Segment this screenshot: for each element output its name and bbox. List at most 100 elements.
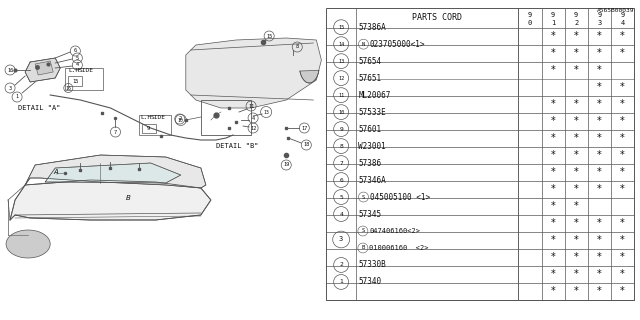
Text: *: * <box>620 48 625 59</box>
Text: 57533E: 57533E <box>358 108 387 116</box>
Text: 57345: 57345 <box>358 210 381 219</box>
Text: 13: 13 <box>338 59 344 64</box>
Text: *: * <box>597 83 602 92</box>
Text: 14: 14 <box>338 42 344 47</box>
Text: *: * <box>620 218 625 228</box>
Text: L.H: L.H <box>141 115 152 120</box>
Text: 1: 1 <box>551 20 555 27</box>
Text: 2: 2 <box>178 116 181 122</box>
Polygon shape <box>25 155 206 188</box>
Text: *: * <box>574 252 579 262</box>
Text: 2: 2 <box>339 262 343 268</box>
Text: 4: 4 <box>620 20 625 27</box>
Text: *: * <box>597 235 602 245</box>
Text: *: * <box>550 48 556 59</box>
Text: B: B <box>361 245 365 251</box>
Polygon shape <box>6 230 50 258</box>
Text: *: * <box>574 31 579 42</box>
Text: 57386A: 57386A <box>358 23 387 32</box>
Text: 9: 9 <box>574 12 579 18</box>
Text: 12: 12 <box>338 76 344 81</box>
Text: 3: 3 <box>8 85 12 91</box>
Text: 9: 9 <box>597 12 602 18</box>
Text: *: * <box>620 252 625 262</box>
Polygon shape <box>35 61 53 75</box>
Text: *: * <box>597 286 602 296</box>
Text: 57651: 57651 <box>358 74 381 83</box>
Text: *: * <box>574 116 579 126</box>
Text: *: * <box>550 133 556 143</box>
Text: 15: 15 <box>266 34 272 38</box>
Text: 9: 9 <box>528 12 532 18</box>
Text: 3: 3 <box>339 236 343 243</box>
Text: *: * <box>620 235 625 245</box>
Text: *: * <box>597 31 602 42</box>
Text: *: * <box>574 167 579 177</box>
Text: 9: 9 <box>339 127 343 132</box>
Text: N: N <box>362 42 365 47</box>
Text: *: * <box>550 65 556 76</box>
Text: *: * <box>597 116 602 126</box>
Text: *: * <box>550 201 556 211</box>
Text: SIDE: SIDE <box>78 68 93 73</box>
Text: *: * <box>574 201 579 211</box>
Text: *: * <box>620 269 625 279</box>
Text: *: * <box>574 286 579 296</box>
Text: *: * <box>574 133 579 143</box>
Text: *: * <box>574 184 579 194</box>
Text: *: * <box>597 184 602 194</box>
Text: *: * <box>620 83 625 92</box>
Polygon shape <box>45 163 180 183</box>
Text: *: * <box>597 150 602 160</box>
Text: 4: 4 <box>76 62 79 68</box>
Text: 8: 8 <box>339 144 343 148</box>
Text: *: * <box>550 269 556 279</box>
Polygon shape <box>25 58 60 82</box>
Text: *: * <box>574 218 579 228</box>
Text: 57340: 57340 <box>358 277 381 286</box>
Text: 13: 13 <box>263 109 269 115</box>
Text: W23001: W23001 <box>358 141 387 151</box>
Text: 9: 9 <box>620 12 625 18</box>
Text: 8: 8 <box>296 44 299 50</box>
Text: SIDE: SIDE <box>150 115 166 120</box>
Polygon shape <box>10 180 211 220</box>
Text: 15: 15 <box>72 79 79 84</box>
Text: *: * <box>620 167 625 177</box>
Text: *: * <box>550 116 556 126</box>
Polygon shape <box>300 70 319 83</box>
Text: 7: 7 <box>114 130 117 134</box>
Text: *: * <box>620 184 625 194</box>
Text: 2: 2 <box>574 20 579 27</box>
Text: 4: 4 <box>339 212 343 217</box>
Text: *: * <box>597 252 602 262</box>
Text: 023705000<1>: 023705000<1> <box>370 40 425 49</box>
Text: 5: 5 <box>76 55 79 60</box>
Text: 1: 1 <box>339 279 343 284</box>
Text: *: * <box>620 150 625 160</box>
Text: S: S <box>361 228 365 234</box>
Text: 12: 12 <box>250 125 256 131</box>
Text: 19: 19 <box>283 163 289 167</box>
Text: 16: 16 <box>7 68 13 73</box>
Text: *: * <box>574 150 579 160</box>
Text: *: * <box>550 286 556 296</box>
Text: *: * <box>597 167 602 177</box>
Text: ML20067: ML20067 <box>358 91 391 100</box>
Text: L.H: L.H <box>68 68 79 73</box>
Text: *: * <box>550 235 556 245</box>
Text: 9: 9 <box>551 12 555 18</box>
Text: 17: 17 <box>301 125 307 131</box>
Text: *: * <box>597 100 602 109</box>
Text: *: * <box>620 286 625 296</box>
Text: A565B00039: A565B00039 <box>596 8 634 12</box>
Text: *: * <box>550 184 556 194</box>
Text: 5: 5 <box>339 195 343 200</box>
Text: PARTS CORD: PARTS CORD <box>412 13 462 22</box>
Text: 010006160  <2>: 010006160 <2> <box>369 245 429 251</box>
Text: *: * <box>550 218 556 228</box>
Text: *: * <box>597 48 602 59</box>
Text: 11: 11 <box>338 92 344 98</box>
Text: 16: 16 <box>65 85 71 91</box>
Text: 10: 10 <box>178 117 184 123</box>
